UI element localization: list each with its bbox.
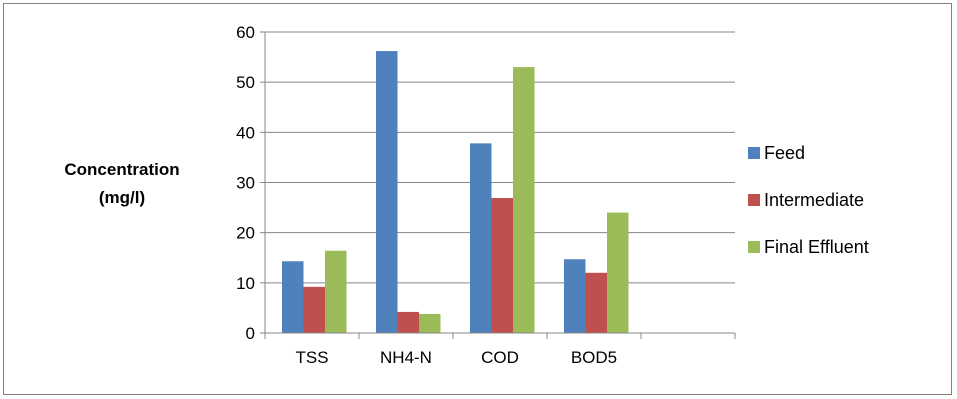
axes (260, 31, 736, 339)
y-tick-label: 50 (236, 73, 255, 92)
x-tick-label: BOD5 (571, 348, 617, 367)
bar-final-effluent (419, 313, 441, 333)
legend-swatch (748, 147, 760, 159)
bar-feed (470, 143, 492, 333)
bar-final-effluent (513, 67, 535, 333)
y-tick-label: 20 (236, 224, 255, 243)
bars (282, 51, 629, 334)
y-tick-label: 0 (246, 324, 255, 343)
bar-intermediate (397, 311, 419, 333)
bar-intermediate (585, 272, 607, 333)
legend-swatch (748, 194, 760, 206)
bar-feed (564, 259, 586, 333)
x-tick-label: TSS (295, 348, 328, 367)
bar-feed (376, 51, 398, 334)
legend-label: Feed (764, 143, 805, 163)
bar-intermediate (303, 286, 325, 333)
legend-label: Intermediate (764, 190, 864, 210)
legend: Feed Intermediate Final Effluent (748, 143, 869, 257)
bar-feed (282, 261, 304, 333)
bar-intermediate (491, 198, 513, 333)
y-tick-label: 10 (236, 274, 255, 293)
bar-final-effluent (325, 250, 347, 333)
y-axis-label-line-1: Concentration (64, 160, 179, 179)
y-tick-labels: 0 10 20 30 40 50 60 (236, 23, 255, 343)
x-tick-labels: TSS NH4-N COD BOD5 (295, 348, 617, 367)
y-tick-label: 30 (236, 174, 255, 193)
legend-label: Final Effluent (764, 237, 869, 257)
y-tick-label: 60 (236, 23, 255, 42)
x-tick-label: COD (481, 348, 519, 367)
y-axis-label-line-2: (mg/l) (99, 188, 145, 207)
bar-final-effluent (607, 212, 629, 333)
y-tick-label: 40 (236, 123, 255, 142)
x-tick-label: NH4-N (380, 348, 432, 367)
legend-swatch (748, 241, 760, 253)
